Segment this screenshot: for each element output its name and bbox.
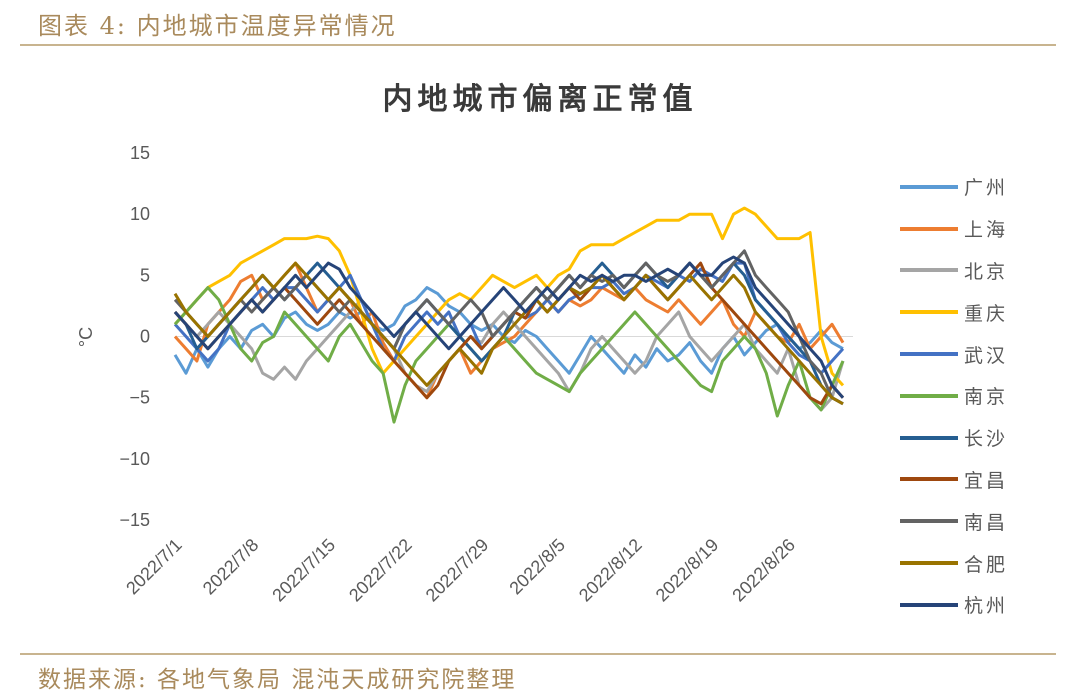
legend-label: 合肥 bbox=[964, 553, 1009, 576]
legend-swatch bbox=[900, 310, 958, 315]
chart-title: 内地城市偏离正常值 bbox=[382, 82, 698, 117]
legend: 广州上海北京重庆武汉南京长沙宜昌南昌合肥杭州 bbox=[900, 166, 1008, 626]
legend-label: 南昌 bbox=[964, 511, 1009, 534]
legend-swatch bbox=[900, 519, 958, 524]
legend-label: 杭州 bbox=[964, 595, 1009, 618]
x-tick-label: 2022/7/22 bbox=[345, 535, 416, 606]
legend-label: 武汉 bbox=[964, 344, 1009, 367]
legend-item: 杭州 bbox=[900, 584, 1008, 626]
legend-swatch bbox=[900, 352, 958, 357]
x-tick-label: 2022/7/1 bbox=[122, 535, 186, 599]
y-tick-label: −5 bbox=[129, 388, 150, 408]
legend-swatch bbox=[900, 184, 958, 189]
x-tick-label: 2022/8/19 bbox=[652, 535, 723, 606]
legend-item: 上海 bbox=[900, 208, 1008, 250]
legend-swatch bbox=[900, 226, 958, 231]
series-line bbox=[173, 206, 845, 387]
x-tick-label: 2022/8/12 bbox=[575, 535, 646, 606]
x-tick-label: 2022/8/26 bbox=[728, 535, 799, 606]
legend-swatch bbox=[900, 561, 958, 566]
series-line bbox=[173, 261, 844, 406]
legend-item: 合肥 bbox=[900, 542, 1008, 584]
legend-item: 南昌 bbox=[900, 500, 1008, 542]
legend-label: 上海 bbox=[964, 219, 1009, 242]
x-tick-label: 2022/8/5 bbox=[505, 535, 569, 599]
y-tick-label: 0 bbox=[140, 327, 150, 347]
legend-swatch bbox=[900, 602, 958, 607]
series-line bbox=[173, 249, 844, 406]
y-axis: 15 10 5 0 −5 −10 −15 bbox=[119, 143, 150, 530]
y-tick-label: −15 bbox=[119, 510, 150, 530]
legend-swatch bbox=[900, 477, 958, 482]
legend-swatch bbox=[900, 435, 958, 440]
x-tick-label: 2022/7/29 bbox=[422, 535, 493, 606]
legend-item: 北京 bbox=[900, 250, 1008, 292]
legend-label: 宜昌 bbox=[964, 469, 1009, 492]
legend-item: 宜昌 bbox=[900, 459, 1008, 501]
legend-label: 广州 bbox=[964, 177, 1009, 200]
x-tick-label: 2022/7/15 bbox=[268, 535, 339, 606]
legend-swatch bbox=[900, 268, 958, 273]
x-tick-label: 2022/7/8 bbox=[199, 535, 263, 599]
legend-label: 长沙 bbox=[964, 428, 1009, 451]
legend-item: 武汉 bbox=[900, 333, 1008, 375]
series-line bbox=[173, 286, 845, 424]
y-tick-label: 5 bbox=[140, 265, 150, 285]
legend-item: 广州 bbox=[900, 166, 1008, 208]
legend-item: 南京 bbox=[900, 375, 1008, 417]
figure-caption: 图表 4: 内地城市温度异常情况 bbox=[38, 12, 397, 40]
bottom-divider bbox=[20, 653, 1056, 655]
y-tick-label: 10 bbox=[130, 204, 150, 224]
series-lines bbox=[173, 206, 845, 424]
legend-label: 北京 bbox=[964, 260, 1009, 283]
legend-label: 重庆 bbox=[964, 302, 1009, 325]
top-divider bbox=[20, 44, 1056, 46]
y-tick-label: −10 bbox=[119, 449, 150, 469]
series-line bbox=[173, 255, 845, 399]
legend-item: 重庆 bbox=[900, 291, 1008, 333]
y-axis-label: °C bbox=[76, 327, 96, 347]
x-axis: 2022/7/1 2022/7/8 2022/7/15 2022/7/22 2022/7… bbox=[122, 535, 799, 606]
y-tick-label: 15 bbox=[130, 143, 150, 163]
legend-swatch bbox=[900, 393, 958, 398]
data-source: 数据来源: 各地气象局 混沌天成研究院整理 bbox=[38, 667, 517, 693]
legend-label: 南京 bbox=[964, 386, 1009, 409]
legend-item: 长沙 bbox=[900, 417, 1008, 459]
